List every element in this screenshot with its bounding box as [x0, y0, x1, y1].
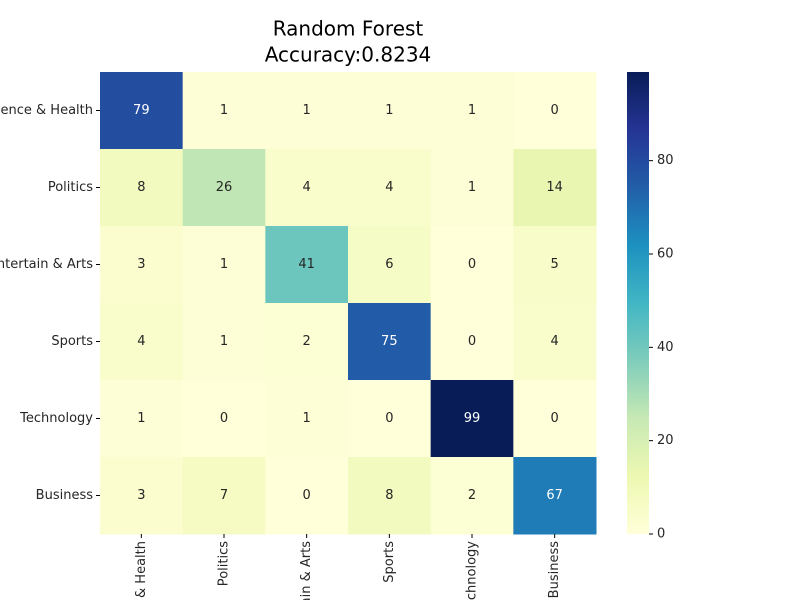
heatmap-cell [513, 226, 597, 304]
heatmap-cell [265, 226, 349, 304]
x-tick-label: Sports [382, 541, 397, 583]
y-tick-label: Sports [51, 334, 93, 349]
heatmap-cell [430, 72, 514, 150]
cell-label: 3 [137, 257, 145, 272]
cell-label: 7 [220, 488, 228, 503]
heatmap-cell [182, 303, 266, 381]
cell-label: 99 [464, 411, 481, 426]
cell-label: 26 [216, 180, 233, 195]
heatmap-cell [348, 457, 432, 535]
heatmap-cell [100, 226, 184, 304]
cell-label: 1 [137, 411, 145, 426]
colorbar [627, 72, 649, 534]
x-tick-label: Entertain & Arts [299, 541, 314, 600]
x-tick-label: Science & Health [134, 541, 149, 600]
cell-label: 4 [303, 180, 311, 195]
cell-label: 67 [546, 488, 563, 503]
chart-title: Random Forest [273, 17, 424, 41]
cell-label: 79 [133, 103, 150, 118]
cell-label: 1 [303, 411, 311, 426]
heatmap-cell [100, 457, 184, 535]
heatmap-cell [100, 72, 184, 150]
y-tick-label: Technology [19, 411, 93, 426]
cell-label: 4 [137, 334, 145, 349]
cell-label: 1 [468, 103, 476, 118]
cell-label: 6 [385, 257, 393, 272]
cell-label: 0 [551, 411, 559, 426]
cell-label: 8 [137, 180, 145, 195]
heatmap-cell [430, 149, 514, 227]
cell-label: 4 [385, 180, 393, 195]
cell-label: 41 [298, 257, 315, 272]
heatmap-cell [348, 226, 432, 304]
colorbar-tick-label: 0 [657, 527, 665, 542]
cell-label: 5 [551, 257, 559, 272]
colorbar-tick-label: 60 [657, 247, 674, 262]
heatmap-cell [182, 149, 266, 227]
cell-label: 3 [137, 488, 145, 503]
colorbar-tick-label: 40 [657, 340, 674, 355]
y-tick-label: Politics [48, 180, 93, 195]
heatmap-cell [265, 149, 349, 227]
heatmap-cell [348, 149, 432, 227]
cell-label: 2 [303, 334, 311, 349]
heatmap-cell [265, 380, 349, 458]
cell-label: 1 [468, 180, 476, 195]
cell-label: 0 [220, 411, 228, 426]
heatmap-cell [513, 380, 597, 458]
colorbar-tick-label: 80 [657, 153, 674, 168]
heatmap-cell [348, 380, 432, 458]
heatmap-cell [182, 72, 266, 150]
cell-label: 8 [385, 488, 393, 503]
y-tick-label: Entertain & Arts [0, 257, 93, 272]
heatmap-cell [513, 303, 597, 381]
x-tick-label: Politics [217, 541, 232, 586]
colorbar-tick-label: 20 [657, 433, 674, 448]
heatmap-cell [513, 457, 597, 535]
cell-label: 0 [303, 488, 311, 503]
x-tick-label: Technology [465, 541, 480, 600]
heatmap-cell [348, 303, 432, 381]
cell-label: 1 [220, 257, 228, 272]
chart-subtitle: Accuracy:0.8234 [265, 43, 432, 67]
heatmap-cell [182, 226, 266, 304]
y-tick-label: Business [36, 488, 94, 503]
heatmap-cell [430, 380, 514, 458]
cell-label: 0 [551, 103, 559, 118]
cell-label: 1 [385, 103, 393, 118]
cell-label: 0 [468, 257, 476, 272]
heatmap-cell [348, 72, 432, 150]
cell-label: 1 [220, 103, 228, 118]
cell-label: 0 [468, 334, 476, 349]
heatmap-cell [265, 303, 349, 381]
heatmap-cell [265, 72, 349, 150]
heatmap-cell [100, 380, 184, 458]
cell-label: 2 [468, 488, 476, 503]
cell-label: 4 [551, 334, 559, 349]
heatmap-cell [182, 457, 266, 535]
cell-label: 14 [546, 180, 563, 195]
heatmap-cell [430, 226, 514, 304]
cell-label: 75 [381, 334, 398, 349]
heatmap-cell [265, 457, 349, 535]
heatmap-cell [100, 303, 184, 381]
heatmap-cell [513, 149, 597, 227]
heatmap-cell [513, 72, 597, 150]
heatmap-cell [182, 380, 266, 458]
x-tick-label: Business [547, 541, 562, 599]
heatmap-cell [100, 149, 184, 227]
cell-label: 1 [303, 103, 311, 118]
heatmap-cell [430, 303, 514, 381]
cell-label: 0 [385, 411, 393, 426]
cell-label: 1 [220, 334, 228, 349]
y-tick-label: Science & Health [0, 103, 93, 118]
heatmap-cell [430, 457, 514, 535]
